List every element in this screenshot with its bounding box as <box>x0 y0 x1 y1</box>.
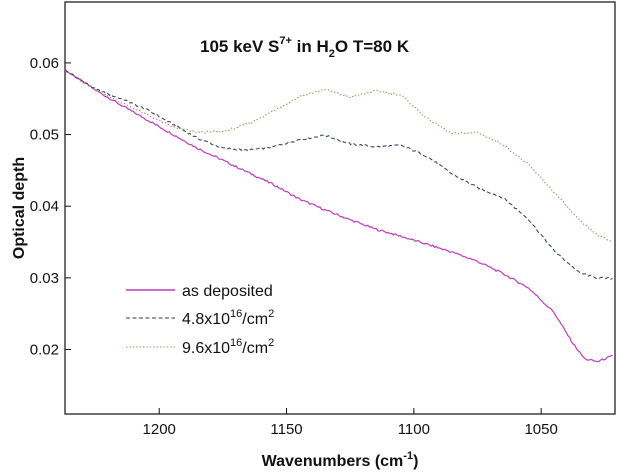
x-tick-label-1: 1150 <box>270 421 302 438</box>
legend-label-9-6e16: 9.6x1016/cm2 <box>182 337 274 357</box>
x-tick-label-0: 1200 <box>143 421 176 438</box>
y-axis-label: Optical depth <box>11 157 28 259</box>
series-line-0 <box>64 68 613 363</box>
plot-frame <box>64 1 616 415</box>
x-tick-label-3: 1050 <box>524 421 557 438</box>
chart-title: 105 keV S7+ in H2O T=80 K <box>200 35 410 60</box>
legend: as deposited 4.8x1016/cm2 9.6x1016/cm2 <box>126 283 274 357</box>
y-tick-label-3: 0.05 <box>30 127 59 144</box>
ticks-layer: 1200 1150 1100 1050 0.02 0.03 0.04 0.05 0.06 <box>30 55 558 438</box>
legend-label-4-8e16: 4.8x1016/cm2 <box>182 308 274 328</box>
y-tick-label-2: 0.04 <box>30 198 59 215</box>
series-line-2 <box>64 70 613 243</box>
series-layer <box>64 68 613 363</box>
y-tick-label-0: 0.02 <box>30 342 59 359</box>
legend-label-as-deposited: as deposited <box>182 283 273 300</box>
y-tick-label-1: 0.03 <box>30 270 59 287</box>
series-line-1 <box>64 69 613 280</box>
y-tick-label-4: 0.06 <box>30 55 59 72</box>
x-axis-label: Wavenumbers (cm-1) <box>262 450 419 470</box>
x-tick-label-2: 1100 <box>398 421 430 438</box>
